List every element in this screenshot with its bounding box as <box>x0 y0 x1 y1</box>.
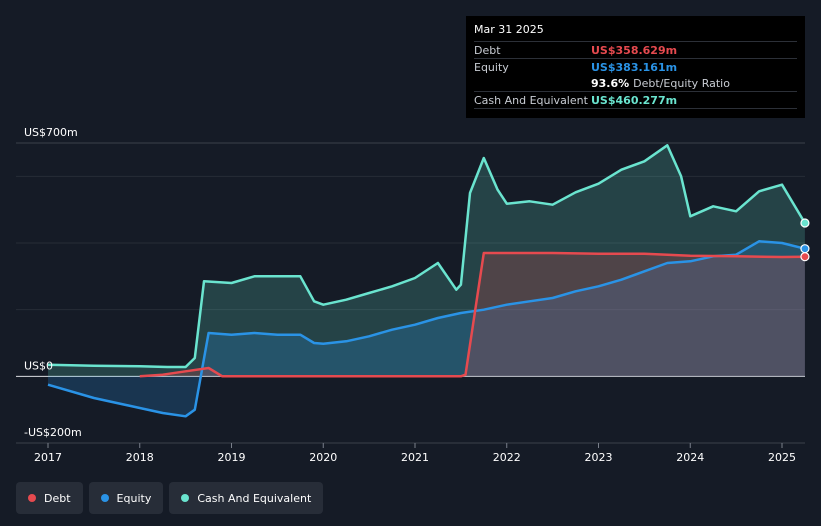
x-tick-label-2021: 2021 <box>401 451 429 464</box>
tooltip-value-cash: US$460.277m <box>591 93 678 107</box>
x-tick-label-2019: 2019 <box>218 451 246 464</box>
area-debt <box>139 253 805 377</box>
legend-dot-cash <box>181 494 190 502</box>
tooltip-label-debt: Debt <box>474 43 501 57</box>
tooltip-row-equity: Equity US$383.161m <box>474 58 797 75</box>
x-tick-label-2018: 2018 <box>126 451 154 464</box>
legend-label-equity: Equity <box>116 491 152 505</box>
y-axis-labels: US$700m US$0 -US$200m <box>24 126 82 439</box>
tooltip-row-ratio: 93.6% Debt/Equity Ratio <box>474 75 797 91</box>
x-tick-label-2025: 2025 <box>768 451 796 464</box>
y-tick-label-0: US$0 <box>24 359 53 372</box>
tooltip-value-debt: US$358.629m <box>591 43 678 57</box>
line-layer <box>47 144 806 418</box>
legend-item-cash[interactable]: Cash And Equivalent <box>169 482 324 514</box>
x-tick-label-2017: 2017 <box>34 451 62 464</box>
line-cash-and-equivalent <box>47 144 806 369</box>
end-dot-debt <box>800 252 810 262</box>
x-tick-label-2022: 2022 <box>493 451 521 464</box>
legend-dot-equity <box>100 494 109 502</box>
legend-dot-debt <box>28 494 36 502</box>
x-axis-labels: 2017 2018 2019 2020 2021 2022 2023 2024 2025 <box>34 443 796 464</box>
x-tick-label-2020: 2020 <box>309 451 337 464</box>
legend-label-debt: Debt <box>44 491 71 505</box>
tooltip-panel: Mar 31 2025 Debt US$358.629m Equity US$3… <box>466 16 805 118</box>
legend-item-equity[interactable]: Equity <box>88 482 164 514</box>
tooltip-row-debt: Debt US$358.629m <box>474 41 797 58</box>
y-tick-label--200: -US$200m <box>24 426 82 439</box>
tooltip-value-equity: US$383.161m <box>591 60 678 74</box>
tooltip-label-cash: Cash And Equivalent <box>474 93 588 107</box>
tooltip-date: Mar 31 2025 <box>474 23 544 36</box>
y-tick-label-700: US$700m <box>24 126 78 139</box>
end-dot-cash-and-equivalent <box>800 218 810 228</box>
legend-item-debt[interactable]: Debt <box>16 482 83 514</box>
x-tick-label-2024: 2024 <box>676 451 704 464</box>
tooltip-row-cash: Cash And Equivalent US$460.277m <box>474 91 797 109</box>
line-debt <box>139 251 805 378</box>
tooltip-value-ratio: 93.6% <box>591 76 630 90</box>
series-end-markers <box>800 218 810 262</box>
legend: Debt Equity Cash And Equivalent <box>16 482 324 514</box>
tooltip-ratio-suffix: Debt/Equity Ratio <box>633 76 730 90</box>
tooltip-label-equity: Equity <box>474 60 509 74</box>
legend-label-cash: Cash And Equivalent <box>197 491 312 505</box>
area-layer <box>48 145 805 417</box>
area-cash-and-equivalent <box>48 145 805 377</box>
end-dot-equity <box>800 244 810 254</box>
area-equity <box>48 241 805 417</box>
line-equity <box>47 240 806 418</box>
x-tick-label-2023: 2023 <box>585 451 613 464</box>
